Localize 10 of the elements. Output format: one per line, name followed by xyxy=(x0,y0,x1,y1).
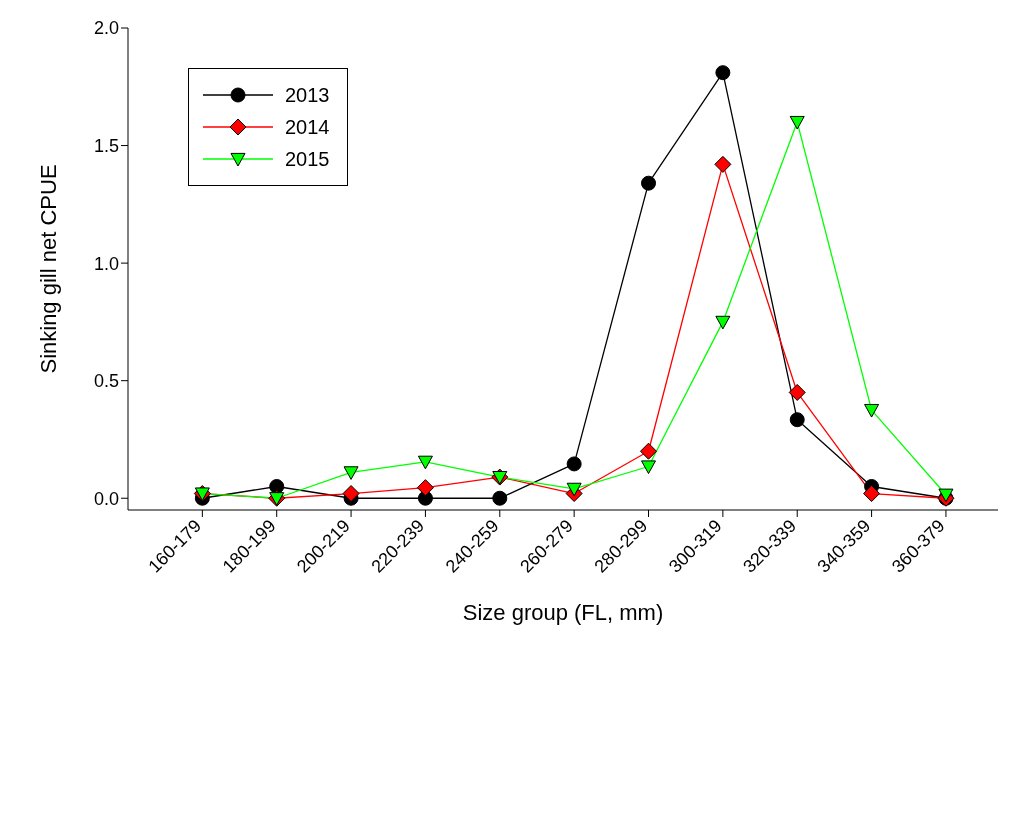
y-tick-label: 1.0 xyxy=(93,253,119,274)
x-axis-title: Size group (FL, mm) xyxy=(462,600,664,625)
legend-label: 2015 xyxy=(285,147,330,171)
legend-label: 2013 xyxy=(285,83,330,107)
y-tick-label: 1.5 xyxy=(93,135,119,156)
y-axis-title: Sinking gill net CPUE xyxy=(35,164,61,374)
legend-label: 2014 xyxy=(285,115,330,139)
y-tick-label: 2.0 xyxy=(93,18,119,39)
y-tick-label: 0.0 xyxy=(93,488,119,509)
y-tick-label: 0.5 xyxy=(93,371,119,392)
